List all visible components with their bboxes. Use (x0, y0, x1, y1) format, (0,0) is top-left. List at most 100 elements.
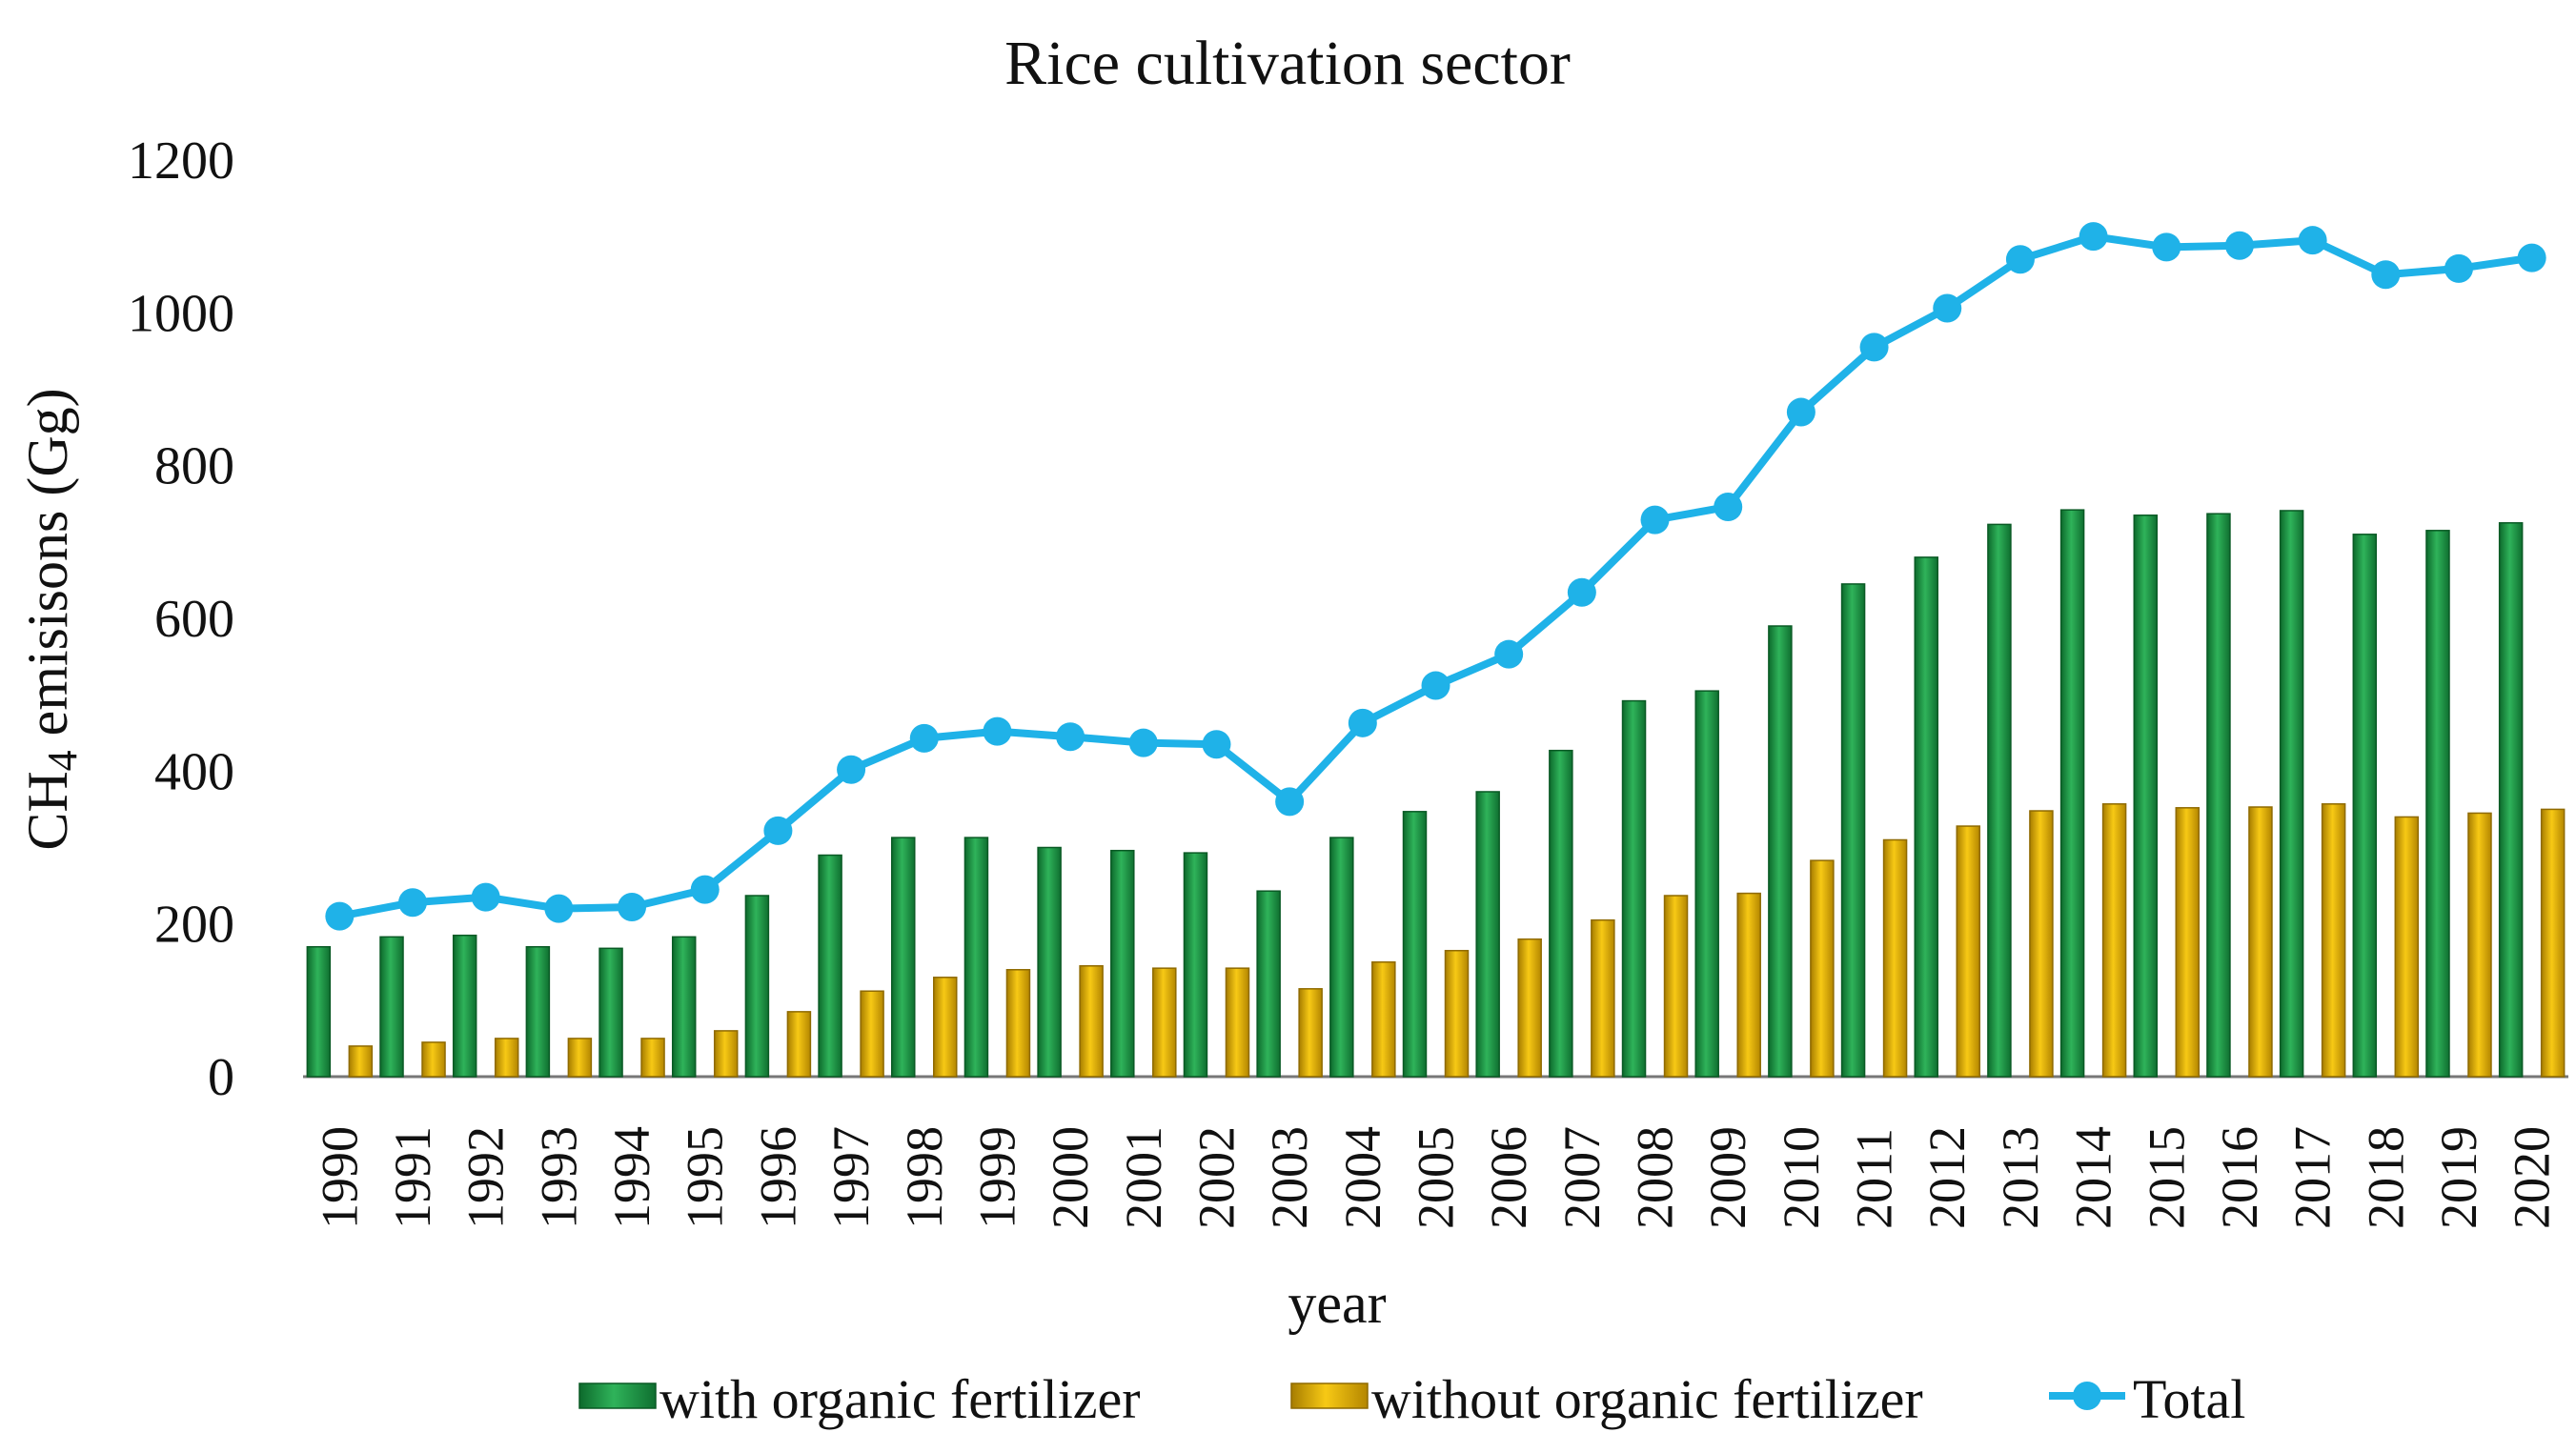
legend-label: without organic fertilizer (1371, 1368, 1923, 1430)
bar-without-organic (1444, 949, 1470, 1078)
x-tick-label: 1994 (603, 1126, 660, 1229)
bar-with-organic (2498, 522, 2524, 1078)
bar-with-organic (2133, 515, 2159, 1078)
bar-with-organic (379, 936, 404, 1078)
x-tick-label: 1993 (530, 1126, 587, 1229)
y-tick-label: 400 (154, 742, 234, 801)
bar-without-organic (1956, 825, 1980, 1078)
x-tick-label: 1992 (457, 1126, 515, 1229)
x-tick-label: 2017 (2284, 1126, 2342, 1229)
bar-without-organic (640, 1038, 665, 1078)
x-tick-label: 1997 (822, 1126, 880, 1229)
y-tick-label: 800 (154, 437, 234, 496)
legend-label: with organic fertilizer (659, 1368, 1141, 1430)
y-tick-label: 600 (154, 590, 234, 649)
total-point (1128, 728, 1158, 757)
bar-with-organic (891, 837, 916, 1078)
bar-without-organic (2248, 806, 2273, 1078)
bar-without-organic (1517, 938, 1542, 1078)
x-tick-label: 1999 (968, 1126, 1025, 1229)
total-point (1567, 577, 1596, 607)
x-tick-label: 2013 (1992, 1126, 2049, 1229)
bar-with-organic (671, 936, 697, 1078)
bar-with-organic (1475, 791, 1500, 1078)
x-tick-label: 2014 (2065, 1126, 2122, 1229)
total-point (1933, 293, 1962, 323)
bar-without-organic (933, 977, 958, 1078)
bar-without-organic (2540, 808, 2566, 1078)
x-tick-label: 2019 (2430, 1126, 2487, 1229)
x-tick-label: 2004 (1334, 1126, 1391, 1229)
bar-without-organic (1005, 969, 1031, 1078)
bar-with-organic (2352, 534, 2378, 1078)
bar-with-organic (1402, 811, 1428, 1078)
x-tick-label: 2005 (1408, 1126, 1465, 1229)
y-tick-label: 1000 (128, 284, 234, 343)
total-point (983, 716, 1012, 746)
y-tick-label: 1200 (128, 131, 234, 191)
x-tick-label: 2006 (1480, 1126, 1537, 1229)
x-tick-label: 2007 (1553, 1126, 1611, 1229)
bar-without-organic (1736, 892, 1761, 1078)
total-point (2517, 243, 2546, 272)
bar-with-organic (598, 947, 623, 1078)
x-tick-label: 2010 (1773, 1126, 1830, 1229)
bar-with-organic (1549, 749, 1573, 1078)
bar-with-organic (1110, 849, 1135, 1078)
total-point (1786, 397, 1815, 427)
legend: with organic fertilizer without organic f… (578, 1368, 2245, 1430)
bar-with-organic (1840, 583, 1866, 1078)
total-point (690, 875, 720, 904)
total-point (2371, 260, 2401, 290)
x-tick-label: 2009 (1699, 1126, 1756, 1229)
total-point (2224, 231, 2254, 260)
bar-without-organic (1371, 961, 1396, 1078)
x-tick-label: 2001 (1115, 1126, 1172, 1229)
bar-without-organic (1225, 967, 1250, 1078)
total-point (2298, 226, 2327, 255)
total-point (1275, 787, 1305, 817)
bar-with-organic (2206, 513, 2231, 1078)
total-point (398, 888, 428, 918)
x-tick-label: 2000 (1042, 1126, 1099, 1229)
total-point (2152, 232, 2181, 262)
y-tick-label: 200 (154, 896, 234, 955)
bar-with-organic (1768, 625, 1793, 1078)
bar-with-organic (306, 945, 332, 1078)
bar-without-organic (2101, 803, 2127, 1078)
bar-with-organic (1987, 523, 2012, 1078)
bar-without-organic (567, 1038, 593, 1078)
x-axis-title: year (1288, 1272, 1386, 1335)
bar-without-organic (2175, 807, 2201, 1078)
total-point (1202, 730, 1231, 759)
y-axis-title: CH4 emisisons (Gg) (16, 388, 86, 850)
total-point (1714, 492, 1743, 521)
bar-with-organic (1256, 890, 1281, 1078)
bar-without-organic (494, 1038, 519, 1078)
legend-swatch (1290, 1382, 1369, 1409)
bar-without-organic (1079, 965, 1104, 1078)
bar-with-organic (452, 934, 477, 1078)
x-tick-label: 1990 (311, 1126, 368, 1229)
bar-with-organic (525, 945, 551, 1078)
plot-area: 0 200 400 600 800 1000 1200 1990 1991 1992 1993 199… (128, 131, 2568, 1229)
bar-with-organic (2059, 509, 2085, 1078)
bar-without-organic (1298, 988, 1323, 1078)
total-point (837, 755, 866, 784)
legend-marker (2073, 1382, 2101, 1410)
x-tick-label: 2002 (1187, 1126, 1245, 1229)
x-tick-label: 2018 (2357, 1126, 2414, 1229)
bar-without-organic (2467, 812, 2492, 1078)
bar-without-organic (2321, 803, 2346, 1078)
total-point (2444, 253, 2473, 283)
legend-swatch (578, 1382, 657, 1409)
x-tick-label: 2008 (1627, 1126, 1684, 1229)
total-point (1056, 722, 1085, 752)
total-point (1494, 639, 1524, 669)
chart-title: Rice cultivation sector (1004, 29, 1571, 98)
total-point (2079, 222, 2108, 252)
bar-without-organic (2394, 816, 2420, 1078)
bar-with-organic (1329, 837, 1354, 1078)
